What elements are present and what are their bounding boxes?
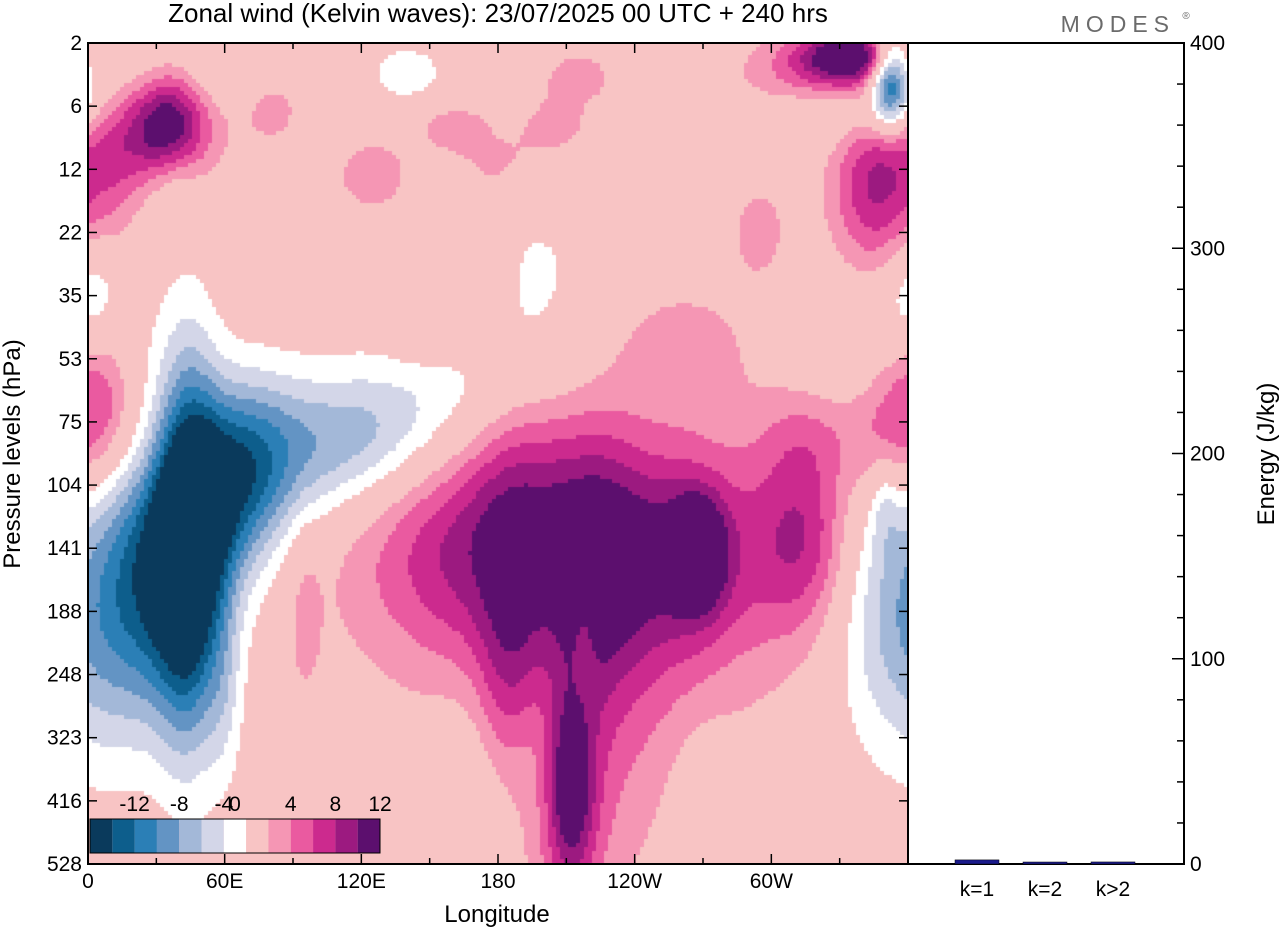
energy-tick-label: 0 — [1190, 853, 1202, 876]
colorbar-label: -8 — [170, 793, 189, 816]
chart-title: Zonal wind (Kelvin waves): 23/07/2025 00… — [168, 0, 828, 28]
x-axis: 0 60E 120E 180 120W 60W — [82, 43, 909, 893]
energy-axis: 0 100 200 300 400 — [1172, 32, 1225, 876]
y-tick-label: 104 — [47, 474, 82, 497]
energy-axis-label: Energy (J/kg) — [1253, 383, 1280, 526]
colorbar-swatch — [313, 819, 336, 853]
colorbar-swatch — [357, 819, 380, 853]
contour-field — [88, 43, 908, 864]
colorbar-swatch — [112, 819, 135, 853]
energy-bar — [1022, 861, 1068, 865]
energy-tick-label: 200 — [1190, 443, 1225, 466]
energy-bar — [1090, 861, 1136, 865]
x-tick-label: 60W — [750, 870, 793, 893]
colorbar-swatch — [335, 819, 358, 853]
energy-tick-label: 400 — [1190, 32, 1225, 55]
colorbar-swatch — [290, 819, 314, 853]
brand-logo: MODES ® — [1061, 11, 1191, 37]
y-tick-label: 323 — [47, 727, 82, 750]
energy-tick-label: 300 — [1190, 237, 1225, 260]
y-tick-label: 528 — [47, 853, 82, 876]
contour-image — [88, 43, 908, 864]
energy-category-label: k=2 — [1028, 878, 1062, 901]
colorbar-swatch — [246, 819, 269, 853]
colorbar-swatch — [134, 819, 157, 853]
colorbar-swatch — [268, 819, 291, 853]
x-axis-label: Longitude — [444, 901, 549, 928]
y-axis: 2 6 12 22 35 53 75 104 141 188 248 323 416 528 — [47, 32, 908, 876]
energy-panel-frame — [907, 42, 1185, 865]
y-tick-label: 2 — [70, 32, 82, 55]
y-tick-label: 22 — [59, 221, 82, 244]
colorbar-label: 8 — [330, 793, 342, 816]
y-tick-label: 12 — [59, 158, 82, 181]
colorbar-swatch — [223, 819, 247, 853]
colorbar-label: -12 — [119, 793, 149, 816]
colorbar-swatch — [156, 819, 180, 853]
brand-name: MODES — [1061, 11, 1175, 37]
colorbar-label: 4 — [285, 793, 297, 816]
x-tick-label: 60E — [206, 870, 243, 893]
energy-bars: k=1 k=2 k>2 — [954, 859, 1136, 901]
y-tick-label: 416 — [47, 790, 82, 813]
colorbar-swatch — [179, 819, 202, 853]
colorbar-frame — [89, 818, 381, 854]
colorbar-label: -4 — [215, 793, 234, 816]
y-tick-label: 53 — [59, 348, 82, 371]
colorbar-label: 12 — [368, 793, 391, 816]
colorbar-swatch — [90, 819, 113, 853]
energy-tick-label: 100 — [1190, 648, 1225, 671]
y-axis-label: Pressure levels (hPa) — [0, 339, 26, 568]
energy-bar — [954, 859, 1000, 865]
colorbar-swatch — [201, 819, 224, 853]
colorbar-label: 0 — [229, 793, 241, 816]
y-tick-label: 75 — [59, 411, 82, 434]
energy-category-label: k=1 — [960, 878, 994, 901]
x-tick-label: 120E — [337, 870, 386, 893]
colorbar: -12 -8 -40 4 8 12 — [89, 793, 392, 854]
x-tick-label: 180 — [480, 870, 515, 893]
y-tick-label: 6 — [70, 95, 82, 118]
brand-registered-mark: ® — [1182, 11, 1190, 22]
y-tick-label: 35 — [59, 285, 82, 308]
x-tick-label: 0 — [82, 870, 94, 893]
y-tick-label: 188 — [47, 600, 82, 623]
x-tick-label: 120W — [607, 870, 662, 893]
y-tick-label: 248 — [47, 664, 82, 687]
y-tick-label: 141 — [47, 537, 82, 560]
energy-category-label: k>2 — [1096, 878, 1130, 901]
